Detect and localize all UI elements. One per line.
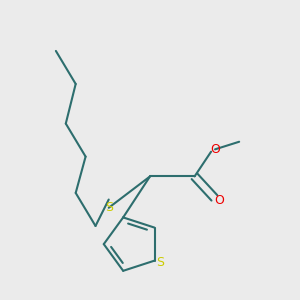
Text: S: S bbox=[157, 256, 164, 269]
Text: S: S bbox=[105, 201, 113, 214]
Text: O: O bbox=[210, 143, 220, 156]
Text: O: O bbox=[214, 194, 224, 207]
